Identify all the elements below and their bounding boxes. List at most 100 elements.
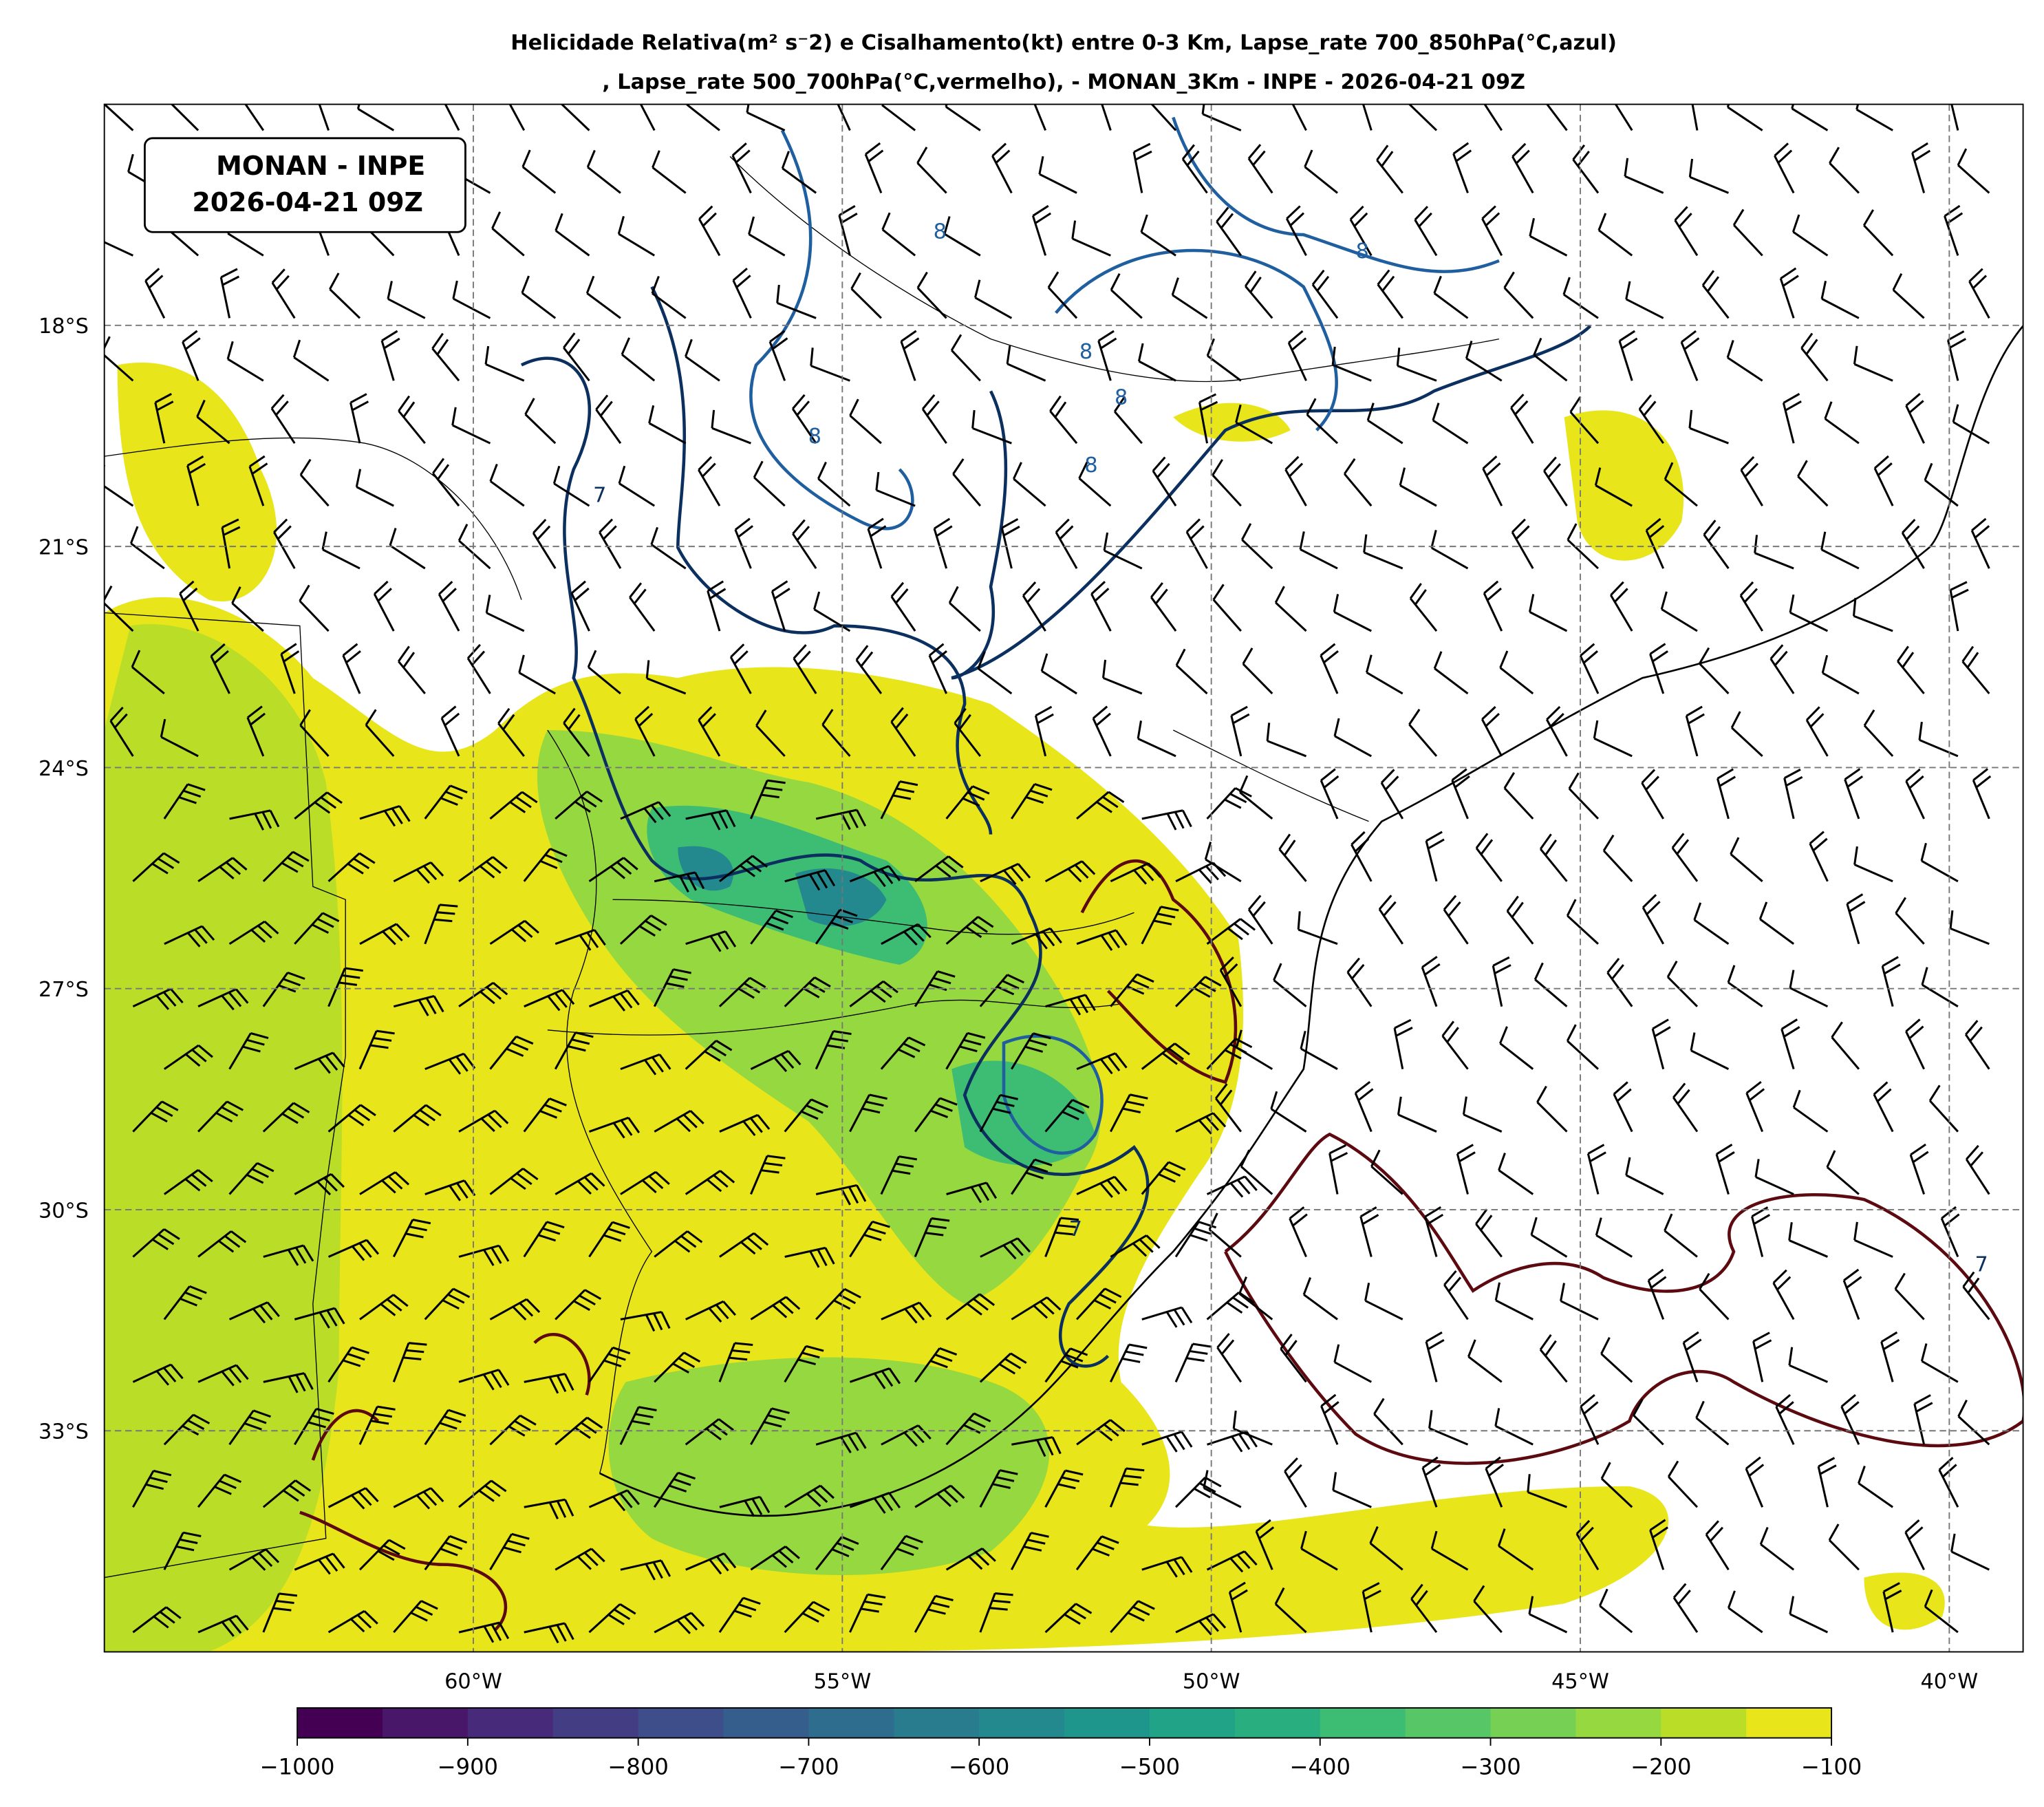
wind-barb [1645, 517, 1665, 569]
wind-barb [489, 1298, 541, 1321]
wind-barb [1950, 1533, 1990, 1571]
wind-barb [599, 518, 622, 569]
wind-barb [1380, 769, 1404, 820]
colorbar-bin [1234, 1708, 1321, 1738]
wind-barb [1297, 911, 1338, 945]
colorbar-label: −600 [949, 1754, 1009, 1780]
wind-barb [1660, 591, 1698, 632]
wind-barb [1894, 1272, 1925, 1320]
wind-barb [1284, 456, 1307, 506]
wind-barb [890, 707, 916, 757]
wind-barb [524, 1373, 574, 1394]
wind-barb [1141, 1556, 1193, 1578]
wind-barb [1674, 206, 1699, 257]
wind-barb [1717, 768, 1736, 820]
wind-barb [132, 987, 184, 1010]
wind-barb [560, 104, 590, 131]
wind-barb [914, 970, 956, 1007]
wind-barb [1377, 269, 1403, 319]
wind-barb [358, 1029, 395, 1070]
wind-barb [588, 1346, 631, 1383]
wind-barb [617, 215, 655, 257]
wind-barb [458, 1244, 510, 1266]
wind-barb [685, 1170, 735, 1195]
wind-barb [1414, 206, 1438, 257]
wind-barb [327, 1487, 379, 1510]
wind-barb [1752, 1332, 1772, 1382]
wind-barb [914, 1594, 954, 1633]
wind-barb [1715, 1144, 1735, 1195]
wind-barb [991, 142, 1013, 194]
wind-barb [849, 1492, 901, 1514]
wind-barb [1759, 1527, 1795, 1571]
wind-barb [881, 1424, 932, 1447]
colorbar-bin [723, 1708, 810, 1738]
wind-barb [563, 332, 590, 382]
wind-barb [1846, 893, 1866, 945]
wind-barb [1011, 1436, 1062, 1457]
wind-barb [619, 1406, 657, 1445]
wind-barb [718, 1342, 753, 1382]
wind-barb [849, 1593, 886, 1633]
wind-barb [1624, 158, 1664, 194]
wind-barb [1078, 461, 1112, 507]
wind-barb [144, 268, 166, 319]
wind-barb [685, 339, 720, 382]
wind-barb [1618, 330, 1638, 381]
wind-barb [921, 394, 947, 445]
wind-barb [875, 471, 916, 507]
wind-barb [104, 104, 134, 131]
wind-barb [1586, 1144, 1606, 1195]
wind-barb [620, 1311, 671, 1332]
wind-barb [1840, 1393, 1860, 1445]
wind-barb [1443, 895, 1469, 945]
wind-barb [1693, 902, 1730, 945]
wind-barb [197, 1100, 244, 1133]
wind-barb [263, 1244, 314, 1266]
wind-barb [1482, 456, 1503, 506]
wind-barb [1287, 330, 1307, 381]
helicity-fill [647, 805, 1095, 1166]
wind-barb [1331, 346, 1372, 382]
wind-barb [750, 909, 793, 945]
wind-barb [246, 705, 266, 757]
wind-barb [748, 216, 786, 257]
wind-barb [489, 1167, 539, 1195]
wind-barb [1820, 280, 1860, 319]
wind-barb [197, 1614, 249, 1637]
wind-barb [1534, 962, 1568, 1007]
wind-barb [1772, 1269, 1795, 1320]
wind-barb [1097, 330, 1117, 381]
wind-barb [1285, 205, 1307, 257]
wind-barb [1291, 104, 1307, 131]
wind-barb [554, 1031, 594, 1070]
wind-barb [197, 1364, 249, 1387]
wind-barb [398, 395, 426, 445]
wind-barb [1606, 958, 1633, 1007]
wind-barb [945, 1547, 996, 1571]
wind-barb [109, 707, 134, 757]
wind-barb [1304, 149, 1338, 194]
wind-barb [327, 852, 376, 882]
wind-barb [880, 780, 918, 820]
wind-barb [1174, 1221, 1217, 1258]
wind-barb [1921, 967, 1959, 1007]
wind-barb [1280, 1334, 1307, 1383]
helicity-fill [104, 624, 343, 1652]
wind-barb [521, 275, 557, 319]
wind-barb [1207, 1431, 1258, 1453]
helicity-fill [678, 846, 887, 927]
wind-barb [864, 142, 884, 193]
wind-barb [1791, 104, 1829, 131]
wind-barb [1110, 272, 1143, 319]
wind-barb [1333, 594, 1372, 632]
wind-barb [489, 1414, 537, 1446]
wind-barb [163, 1413, 211, 1446]
wind-barb [1351, 831, 1373, 882]
wind-barb [1409, 583, 1438, 632]
wind-barb [229, 809, 280, 831]
wind-barb [327, 1104, 376, 1133]
wind-barb [1055, 518, 1078, 569]
wind-barb [365, 709, 395, 757]
wind-barb [1076, 791, 1125, 820]
